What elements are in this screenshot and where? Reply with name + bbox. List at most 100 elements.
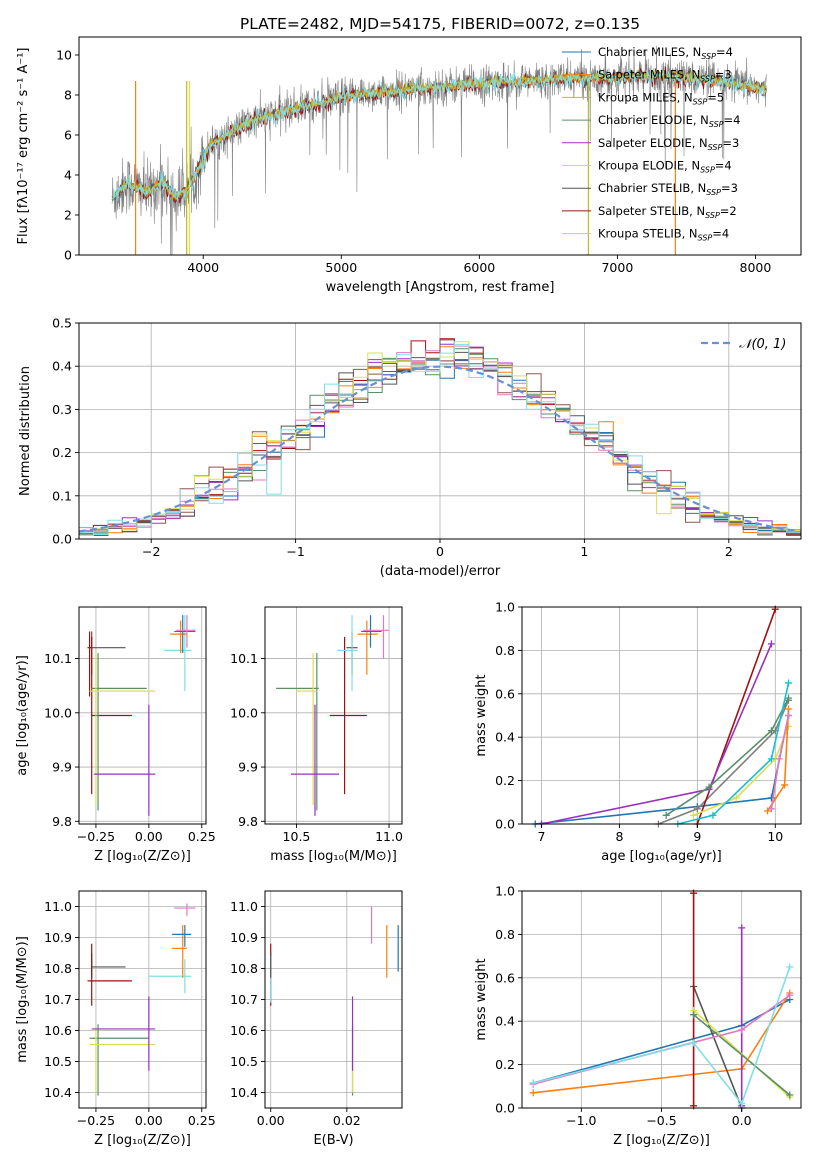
y-tick-label: 8 [64,88,72,103]
data-point [172,925,192,947]
weight-series-line [665,697,790,816]
legend-entry: Salpeter MILES, NSSP=3 [598,68,732,84]
y-axis-label: mass weight [474,674,489,756]
weight-point-marker [738,1100,746,1108]
x-tick-label: −1 [286,544,304,559]
y-tick-label: 0.4 [495,1014,515,1029]
y-tick-label: 0.4 [52,359,72,374]
y-tick-label: 10.1 [44,651,72,666]
data-point [361,615,382,648]
weight-point-marker [705,783,713,791]
y-tick-label: 11.0 [44,899,72,914]
legend-entry: Kroupa STELIB, NSSP=4 [598,227,729,243]
y-tick-label: 0.8 [495,643,515,658]
normal-distribution-curve [79,365,799,533]
weight-series [529,963,794,1108]
data-point [296,653,317,806]
weight-point-marker [786,991,794,999]
x-tick-label: 10.5 [283,829,311,844]
data-point [91,653,147,811]
y-tick-label: 10.6 [230,1023,258,1038]
weight-series [690,889,698,1110]
data-point [357,620,378,675]
y-tick-label: 0 [64,248,72,263]
y-tick-label: 9.9 [238,760,258,775]
weight-point-marker [738,1026,746,1034]
age-vs-metallicity-panel: −0.25 0.00 0.25 9.8 9.9 10.0 10.1 Z [log₁₀(Z/Z⊙… [15,606,216,864]
y-tick-label: 10.5 [230,1054,258,1069]
x-tick-label: 0.02 [333,1113,361,1128]
histogram-step-line [79,339,801,536]
y-tick-label: 10.9 [44,930,72,945]
x-axis-label: wavelength [Angstrom, rest frame] [326,280,555,295]
weight-point-marker [785,679,793,687]
x-tick-label: −0.5 [646,1113,676,1128]
x-tick-label: 1 [580,544,588,559]
x-tick-label: 9 [693,829,701,844]
y-tick-label: 0.0 [495,1101,515,1116]
figure-title: PLATE=2482, MJD=54175, FIBERID=0072, z=0… [240,15,640,33]
weight-vs-age-panel: 7 8 9 10 0.0 0.2 0.4 0.6 0.8 1.0 age [log₁₀(age/yr… [474,600,802,864]
weight-point-marker [690,1039,698,1047]
data-point [276,653,319,811]
x-tick-label: 0.25 [188,829,216,844]
weight-series [767,712,793,813]
weight-vs-metallicity-panel: −1.0 −0.5 0.0 0.0 0.2 0.4 0.6 0.8 1.0 Z [log₁₀(Z/… [474,884,802,1148]
weight-point-marker [662,811,670,819]
weight-point-marker [786,1091,794,1099]
x-axis-label: Z [log₁₀(Z/Z⊙)] [94,1133,191,1148]
x-tick-label: 8000 [740,260,772,275]
data-point [329,636,367,795]
x-tick-label: 0.25 [188,1113,216,1128]
x-tick-label: 7000 [601,260,633,275]
weight-series-line [693,1014,791,1096]
y-tick-label: 6 [64,128,72,143]
weight-point-marker [689,811,697,819]
y-axis-label: age [log₁₀(age/yr)] [15,655,30,776]
y-tick-label: 10.0 [230,705,258,720]
weight-series-line [692,986,743,1109]
x-tick-label: 2 [725,544,733,559]
data-point [170,620,187,654]
weight-series [531,712,793,828]
weight-series-line [693,1009,791,1098]
data-point [176,615,196,648]
data-point [148,959,192,994]
weight-series [537,640,775,828]
histogram-plot-area [79,338,801,536]
x-tick-label: 5000 [325,260,357,275]
y-axis-label: Flux [fλ10⁻¹⁷ erg cm⁻² s⁻¹ A⁻¹] [16,48,31,245]
data-point [87,943,132,1006]
legend-entry: Chabrier ELODIE, NSSP=4 [598,113,740,129]
weight-point-marker [529,1079,537,1087]
data-point [89,653,156,806]
y-tick-label: 0.0 [495,817,515,832]
spectrum-plot-area [111,45,767,255]
data-point [89,1027,156,1093]
y-tick-label: 9.8 [238,814,258,829]
weight-series [693,605,779,828]
weight-point-marker [767,755,775,763]
data-point [91,953,126,978]
y-tick-label: 10.1 [230,651,258,666]
x-axis-label: Z [log₁₀(Z/Z⊙)] [613,1133,710,1148]
residuals-panel: −2 −1 0 1 2 0.0 0.1 0.2 0.3 0.4 0.5 (data-model)/er… [18,316,802,579]
x-tick-label: 0.0 [732,1113,752,1128]
x-tick-label: 0.00 [257,1113,285,1128]
weight-point-marker [785,712,793,719]
y-tick-label: 1.0 [495,884,515,899]
weight-point-marker [767,727,775,735]
y-tick-label: 10 [56,48,72,63]
weight-point-marker [693,805,701,813]
x-axis-label: Z [log₁₀(Z/Z⊙)] [94,849,191,864]
weight-series [738,924,746,1110]
data-point [363,615,390,659]
data-point [91,631,126,675]
x-tick-label: 0.00 [135,1113,163,1128]
weight-point-marker [690,1011,698,1019]
y-tick-label: 11.0 [230,899,258,914]
y-tick-label: 10.7 [44,992,72,1007]
y-tick-label: 0.2 [495,773,515,788]
y-tick-label: 10.6 [44,1023,72,1038]
